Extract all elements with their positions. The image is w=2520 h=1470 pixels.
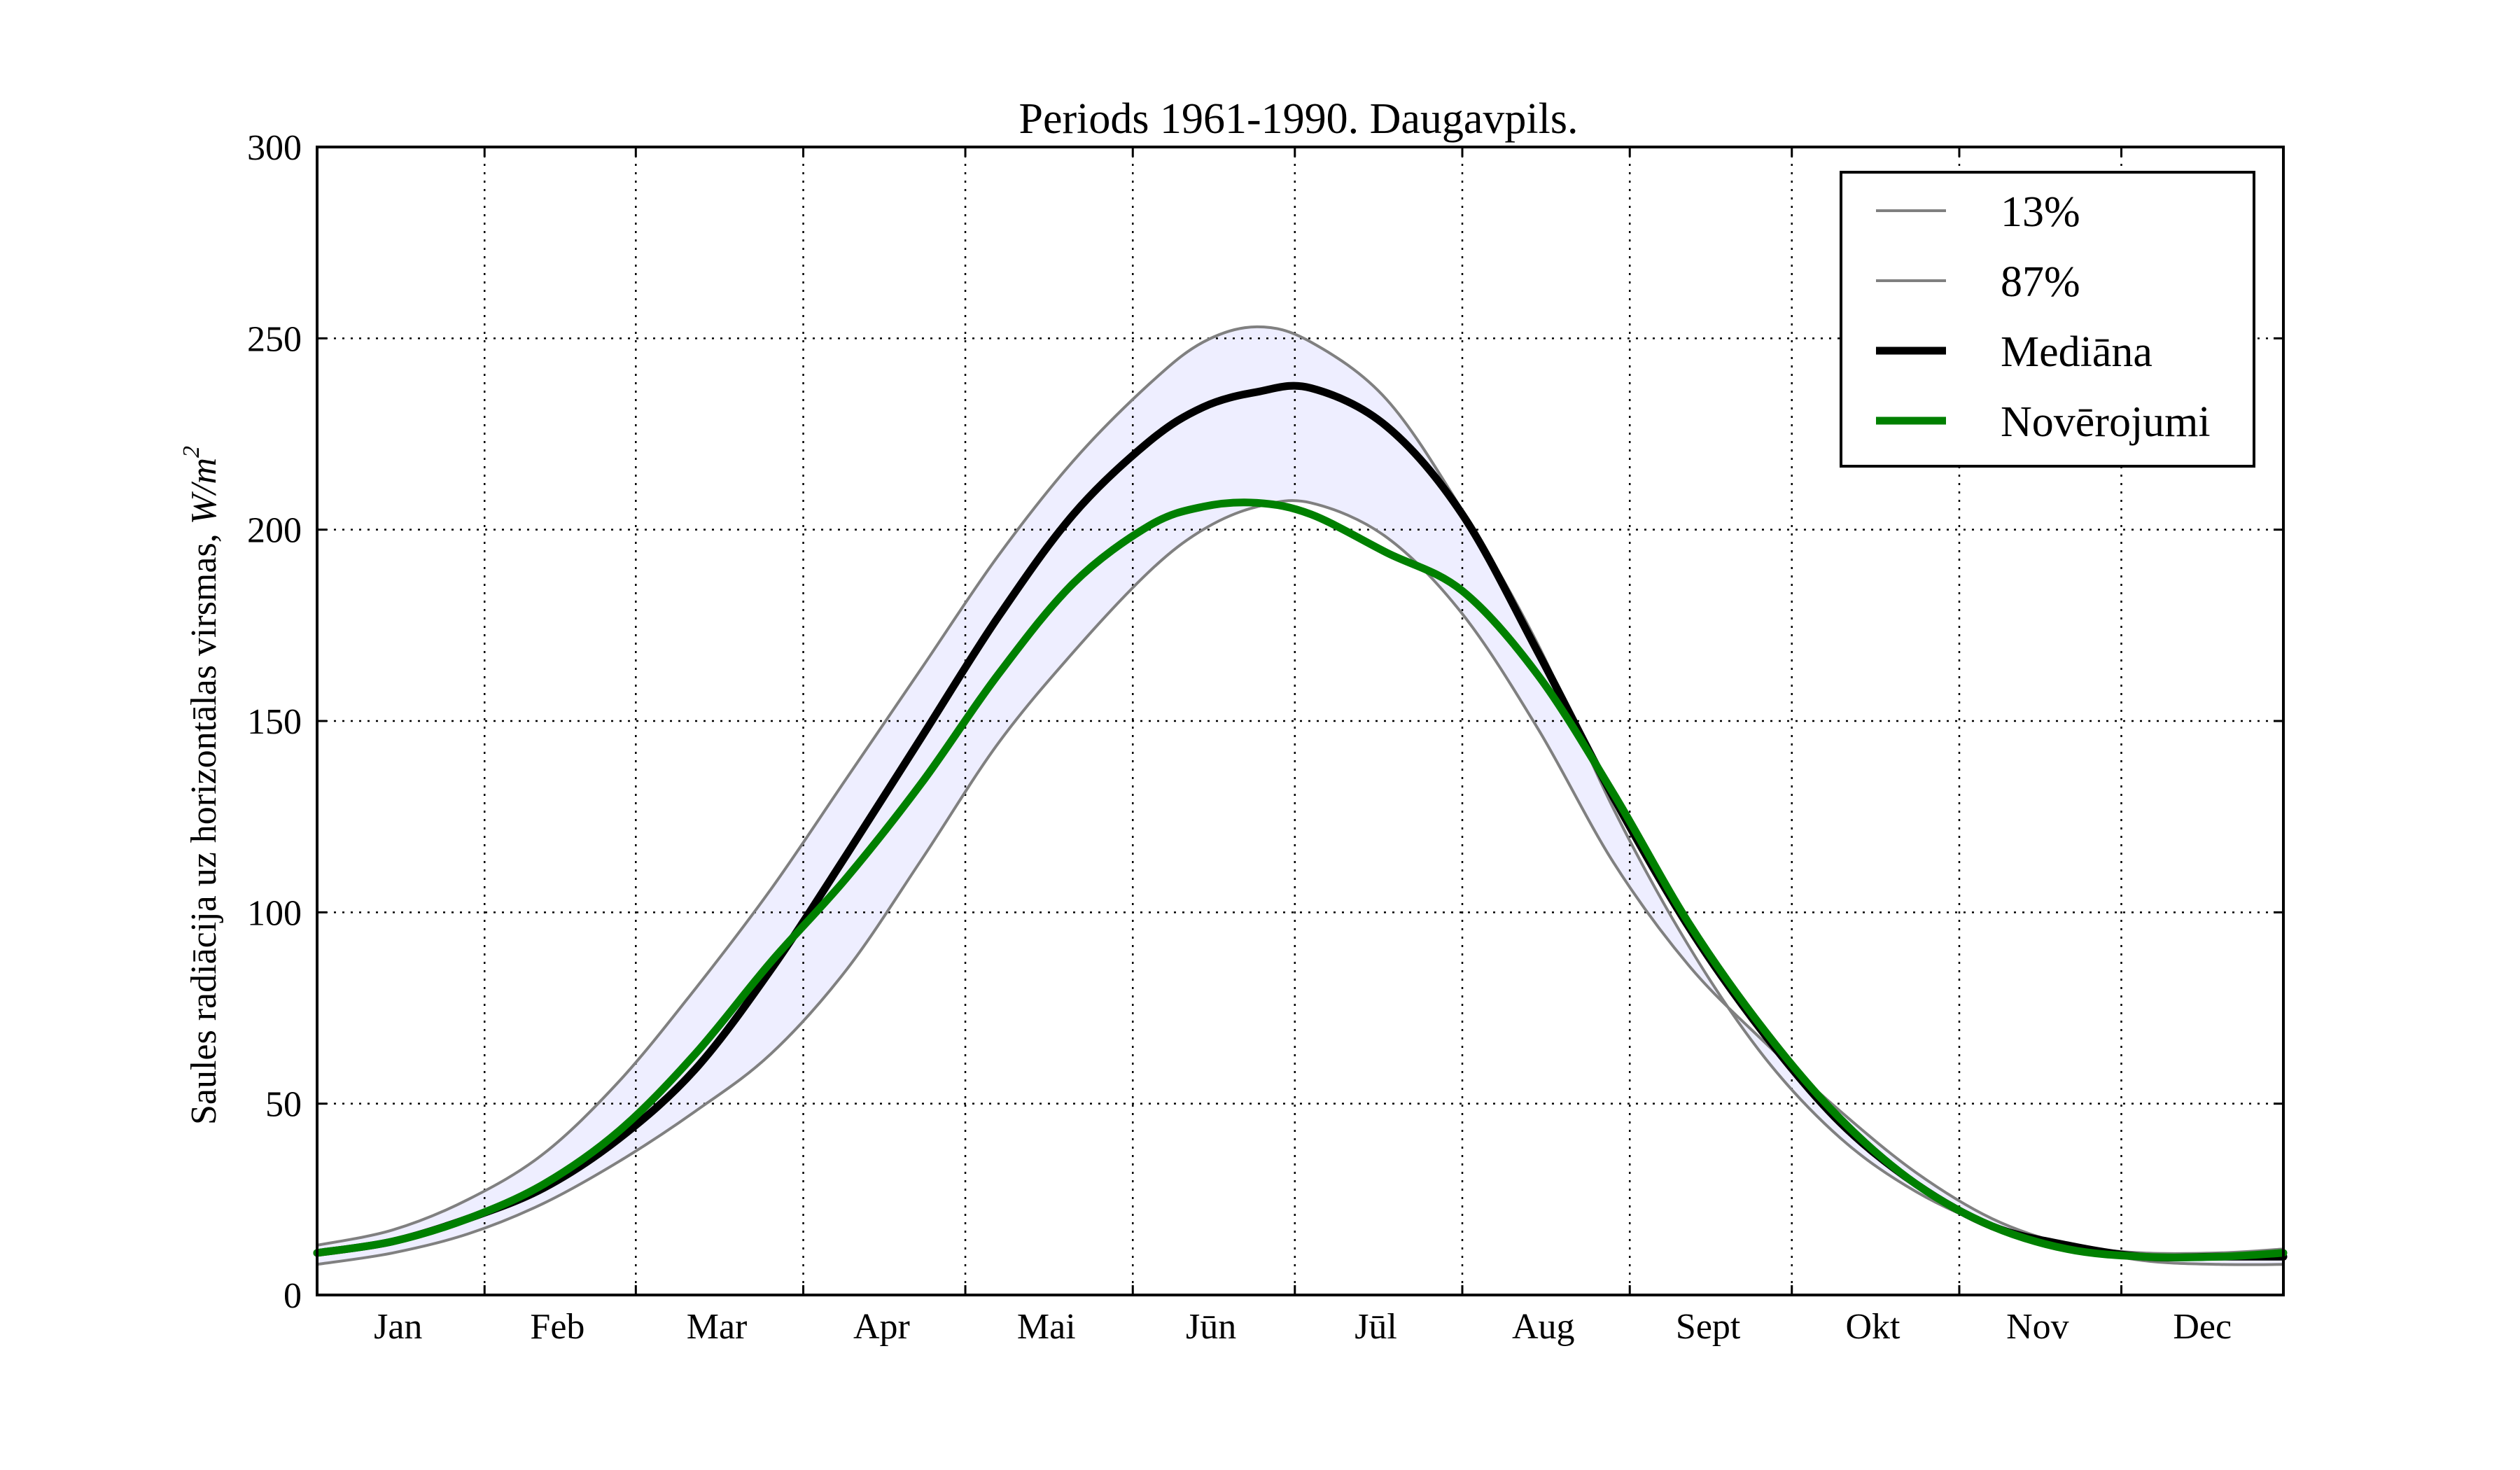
x-tick-label: Aug — [1512, 1307, 1575, 1347]
y-axis-label: Saules radiācija uz horizontālas virsmas… — [178, 446, 224, 1125]
y-axis-label-text: Saules radiācija uz horizontālas virsmas… — [184, 524, 224, 1125]
x-tick-label: Nov — [2006, 1307, 2069, 1347]
legend-label: 13% — [2001, 188, 2080, 236]
x-tick-label: Jūl — [1354, 1307, 1397, 1347]
y-tick-label: 300 — [247, 128, 302, 168]
y-tick-label: 250 — [247, 319, 302, 359]
chart-title: Periods 1961-1990. Daugavpils. — [1018, 95, 1578, 143]
x-tick-label: Jūn — [1186, 1307, 1236, 1347]
y-tick-label: 50 — [265, 1085, 302, 1125]
x-tick-label: Okt — [1846, 1307, 1901, 1347]
legend: 13% 87% Mediāna Novērojumi — [1840, 171, 2255, 468]
x-tick-label: Apr — [853, 1307, 910, 1347]
series-line — [316, 325, 2285, 1255]
x-tick-label: Mar — [687, 1307, 748, 1347]
y-tick-label: 200 — [247, 511, 302, 551]
x-tick-label: Sept — [1676, 1307, 1741, 1347]
y-axis-label-unit: W/m — [184, 458, 224, 524]
y-tick-label: 0 — [284, 1276, 302, 1316]
x-tick-label: Jan — [374, 1307, 422, 1347]
series-line — [316, 499, 2285, 1266]
series-line — [313, 498, 2288, 1261]
legend-label: 87% — [2001, 258, 2080, 306]
x-tick-label: Mai — [1017, 1307, 1076, 1347]
legend-label: Novērojumi — [2001, 398, 2211, 446]
y-tick-label: 100 — [247, 893, 302, 933]
legend-label: Mediāna — [2001, 328, 2152, 376]
y-tick-label: 150 — [247, 702, 302, 742]
axes-frame — [316, 146, 2285, 1296]
x-tick-label: Feb — [530, 1307, 584, 1347]
y-axis-label-exponent: 2 — [178, 446, 204, 458]
plot-area: 0 50 100 150 200 250 300 Jan Feb Mar Apr Mai Jūn Jūl A… — [247, 128, 2288, 1347]
x-tick-label: Dec — [2173, 1307, 2232, 1347]
